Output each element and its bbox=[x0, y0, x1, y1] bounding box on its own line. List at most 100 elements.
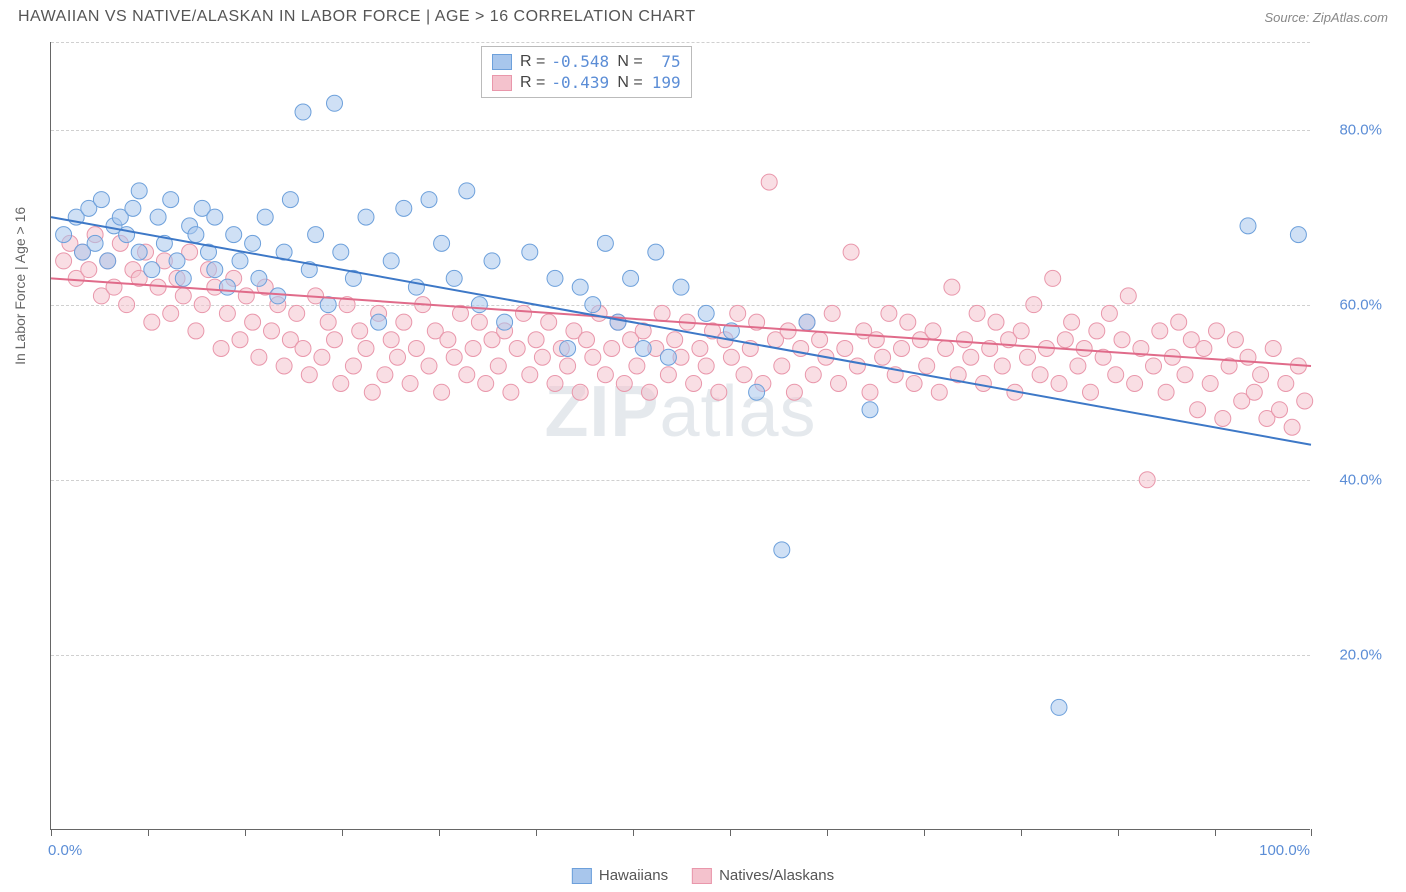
data-point bbox=[251, 349, 267, 365]
data-point bbox=[749, 384, 765, 400]
data-point bbox=[1146, 358, 1162, 374]
data-point bbox=[238, 288, 254, 304]
data-point bbox=[642, 384, 658, 400]
data-point bbox=[1278, 375, 1294, 391]
data-point bbox=[276, 358, 292, 374]
data-point bbox=[875, 349, 891, 365]
data-point bbox=[723, 349, 739, 365]
data-point bbox=[169, 253, 185, 269]
data-point bbox=[144, 314, 160, 330]
data-point bbox=[692, 340, 708, 356]
x-tick bbox=[51, 829, 52, 836]
y-tick-label: 60.0% bbox=[1322, 296, 1382, 313]
data-point bbox=[226, 227, 242, 243]
bottom-legend: Hawaiians Natives/Alaskans bbox=[572, 867, 834, 884]
source-label: Source: ZipAtlas.com bbox=[1264, 10, 1388, 25]
data-point bbox=[522, 367, 538, 383]
data-point bbox=[1089, 323, 1105, 339]
data-point bbox=[528, 332, 544, 348]
data-point bbox=[604, 340, 620, 356]
data-point bbox=[1013, 323, 1029, 339]
y-tick-label: 80.0% bbox=[1322, 121, 1382, 138]
r-value-hawaiians: -0.548 bbox=[551, 52, 609, 71]
x-tick bbox=[1215, 829, 1216, 836]
data-point bbox=[446, 349, 462, 365]
data-point bbox=[282, 192, 298, 208]
data-point bbox=[175, 270, 191, 286]
x-tick bbox=[1118, 829, 1119, 836]
data-point bbox=[648, 244, 664, 260]
data-point bbox=[1227, 332, 1243, 348]
data-point bbox=[295, 104, 311, 120]
data-point bbox=[471, 314, 487, 330]
data-point bbox=[1020, 349, 1036, 365]
data-point bbox=[421, 192, 437, 208]
data-point bbox=[390, 349, 406, 365]
data-point bbox=[163, 192, 179, 208]
swatch-natives bbox=[492, 75, 512, 91]
x-tick bbox=[924, 829, 925, 836]
data-point bbox=[894, 340, 910, 356]
data-point bbox=[805, 367, 821, 383]
legend-stats-box: R = -0.548 N = 75 R = -0.439 N = 199 bbox=[481, 46, 692, 98]
data-point bbox=[56, 227, 72, 243]
data-point bbox=[119, 297, 135, 313]
data-point bbox=[881, 305, 897, 321]
data-point bbox=[1045, 270, 1061, 286]
x-tick bbox=[1311, 829, 1312, 836]
data-point bbox=[188, 227, 204, 243]
data-point bbox=[232, 253, 248, 269]
data-point bbox=[1209, 323, 1225, 339]
data-point bbox=[660, 349, 676, 365]
data-point bbox=[314, 349, 330, 365]
data-point bbox=[509, 340, 525, 356]
data-point bbox=[623, 270, 639, 286]
swatch-hawaiians-icon bbox=[572, 868, 592, 884]
data-point bbox=[100, 253, 116, 269]
x-tick bbox=[342, 829, 343, 836]
data-point bbox=[87, 235, 103, 251]
data-point bbox=[1032, 367, 1048, 383]
data-point bbox=[251, 270, 267, 286]
chart-title: HAWAIIAN VS NATIVE/ALASKAN IN LABOR FORC… bbox=[18, 8, 696, 26]
data-point bbox=[843, 244, 859, 260]
n-value-hawaiians: 75 bbox=[649, 52, 681, 71]
data-point bbox=[150, 209, 166, 225]
r-label: R = bbox=[520, 53, 545, 71]
data-point bbox=[711, 384, 727, 400]
data-point bbox=[1272, 402, 1288, 418]
data-point bbox=[761, 174, 777, 190]
data-point bbox=[478, 375, 494, 391]
legend-stats-row-natives: R = -0.439 N = 199 bbox=[492, 72, 681, 93]
data-point bbox=[352, 323, 368, 339]
data-point bbox=[1083, 384, 1099, 400]
data-point bbox=[541, 314, 557, 330]
data-point bbox=[465, 340, 481, 356]
x-tick bbox=[245, 829, 246, 836]
data-point bbox=[219, 305, 235, 321]
data-point bbox=[547, 270, 563, 286]
data-point bbox=[1253, 367, 1269, 383]
chart-header: HAWAIIAN VS NATIVE/ALASKAN IN LABOR FORC… bbox=[0, 0, 1406, 30]
data-point bbox=[1108, 367, 1124, 383]
data-point bbox=[963, 349, 979, 365]
data-point bbox=[906, 375, 922, 391]
data-point bbox=[730, 305, 746, 321]
n-label: N = bbox=[617, 53, 642, 71]
x-axis-max-label: 100.0% bbox=[1259, 842, 1310, 859]
data-point bbox=[131, 244, 147, 260]
data-point bbox=[547, 375, 563, 391]
data-point bbox=[1064, 314, 1080, 330]
data-point bbox=[497, 314, 513, 330]
data-point bbox=[408, 340, 424, 356]
data-point bbox=[245, 314, 261, 330]
data-point bbox=[440, 332, 456, 348]
data-point bbox=[1070, 358, 1086, 374]
data-point bbox=[320, 297, 336, 313]
data-point bbox=[207, 209, 223, 225]
data-point bbox=[1139, 472, 1155, 488]
data-point bbox=[320, 314, 336, 330]
data-point bbox=[1290, 227, 1306, 243]
r-value-natives: -0.439 bbox=[551, 73, 609, 92]
data-point bbox=[434, 235, 450, 251]
